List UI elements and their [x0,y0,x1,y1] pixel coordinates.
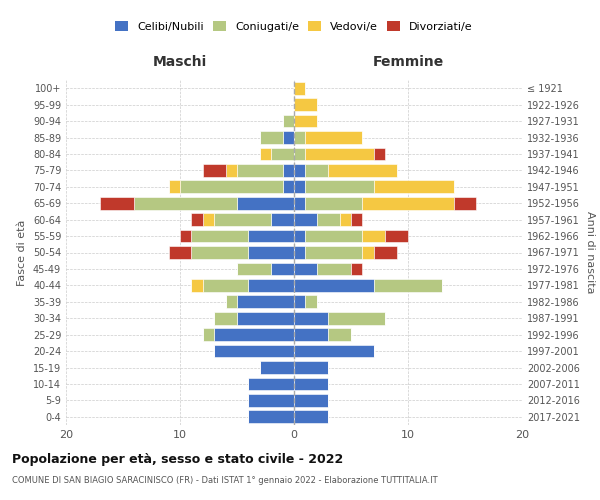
Bar [180,230,191,242]
Bar [374,279,442,292]
Bar [294,279,374,292]
Bar [226,164,237,177]
Bar [294,213,317,226]
Bar [248,410,294,423]
Bar [248,378,294,390]
Bar [294,394,328,407]
Bar [237,262,271,276]
Bar [362,246,374,259]
Bar [305,296,317,308]
Bar [237,164,283,177]
Bar [294,114,317,128]
Bar [203,328,214,341]
Bar [305,197,362,209]
Bar [191,213,203,226]
Bar [214,344,294,358]
Bar [191,279,203,292]
Bar [294,296,305,308]
Bar [454,197,476,209]
Y-axis label: Fasce di età: Fasce di età [17,220,27,286]
Bar [294,164,305,177]
Bar [305,131,362,144]
Bar [237,197,294,209]
Text: Popolazione per età, sesso e stato civile - 2022: Popolazione per età, sesso e stato civil… [12,452,343,466]
Bar [134,197,237,209]
Bar [260,131,283,144]
Text: Femmine: Femmine [373,54,443,68]
Bar [294,262,317,276]
Bar [169,246,191,259]
Bar [294,131,305,144]
Bar [283,114,294,128]
Bar [317,213,340,226]
Bar [294,312,328,324]
Bar [374,180,454,193]
Bar [351,213,362,226]
Bar [294,328,328,341]
Bar [203,213,214,226]
Bar [362,230,385,242]
Bar [374,148,385,160]
Bar [362,197,454,209]
Bar [294,378,328,390]
Bar [100,197,134,209]
Bar [294,98,317,111]
Bar [248,230,294,242]
Bar [351,262,362,276]
Bar [294,82,305,94]
Bar [271,213,294,226]
Y-axis label: Anni di nascita: Anni di nascita [586,211,595,294]
Bar [248,246,294,259]
Bar [260,361,294,374]
Bar [283,180,294,193]
Bar [214,213,271,226]
Bar [169,180,180,193]
Bar [294,180,305,193]
Bar [283,131,294,144]
Bar [203,164,226,177]
Bar [226,296,237,308]
Bar [283,164,294,177]
Bar [237,312,294,324]
Bar [328,312,385,324]
Bar [214,312,237,324]
Bar [203,279,248,292]
Text: COMUNE DI SAN BIAGIO SARACINISCO (FR) - Dati ISTAT 1° gennaio 2022 - Elaborazion: COMUNE DI SAN BIAGIO SARACINISCO (FR) - … [12,476,437,485]
Bar [214,328,294,341]
Bar [180,180,283,193]
Bar [260,148,271,160]
Bar [294,230,305,242]
Bar [248,279,294,292]
Bar [305,164,328,177]
Bar [328,328,351,341]
Bar [191,230,248,242]
Bar [294,361,328,374]
Bar [305,180,374,193]
Bar [271,148,294,160]
Bar [294,148,305,160]
Bar [271,262,294,276]
Bar [340,213,351,226]
Bar [237,296,294,308]
Bar [317,262,351,276]
Bar [305,246,362,259]
Bar [294,344,374,358]
Bar [374,246,397,259]
Bar [328,164,397,177]
Legend: Celibi/Nubili, Coniugati/e, Vedovi/e, Divorziati/e: Celibi/Nubili, Coniugati/e, Vedovi/e, Di… [111,16,477,36]
Bar [294,410,328,423]
Bar [294,246,305,259]
Bar [305,148,374,160]
Bar [191,246,248,259]
Text: Maschi: Maschi [153,54,207,68]
Bar [248,394,294,407]
Bar [294,197,305,209]
Bar [305,230,362,242]
Bar [385,230,408,242]
